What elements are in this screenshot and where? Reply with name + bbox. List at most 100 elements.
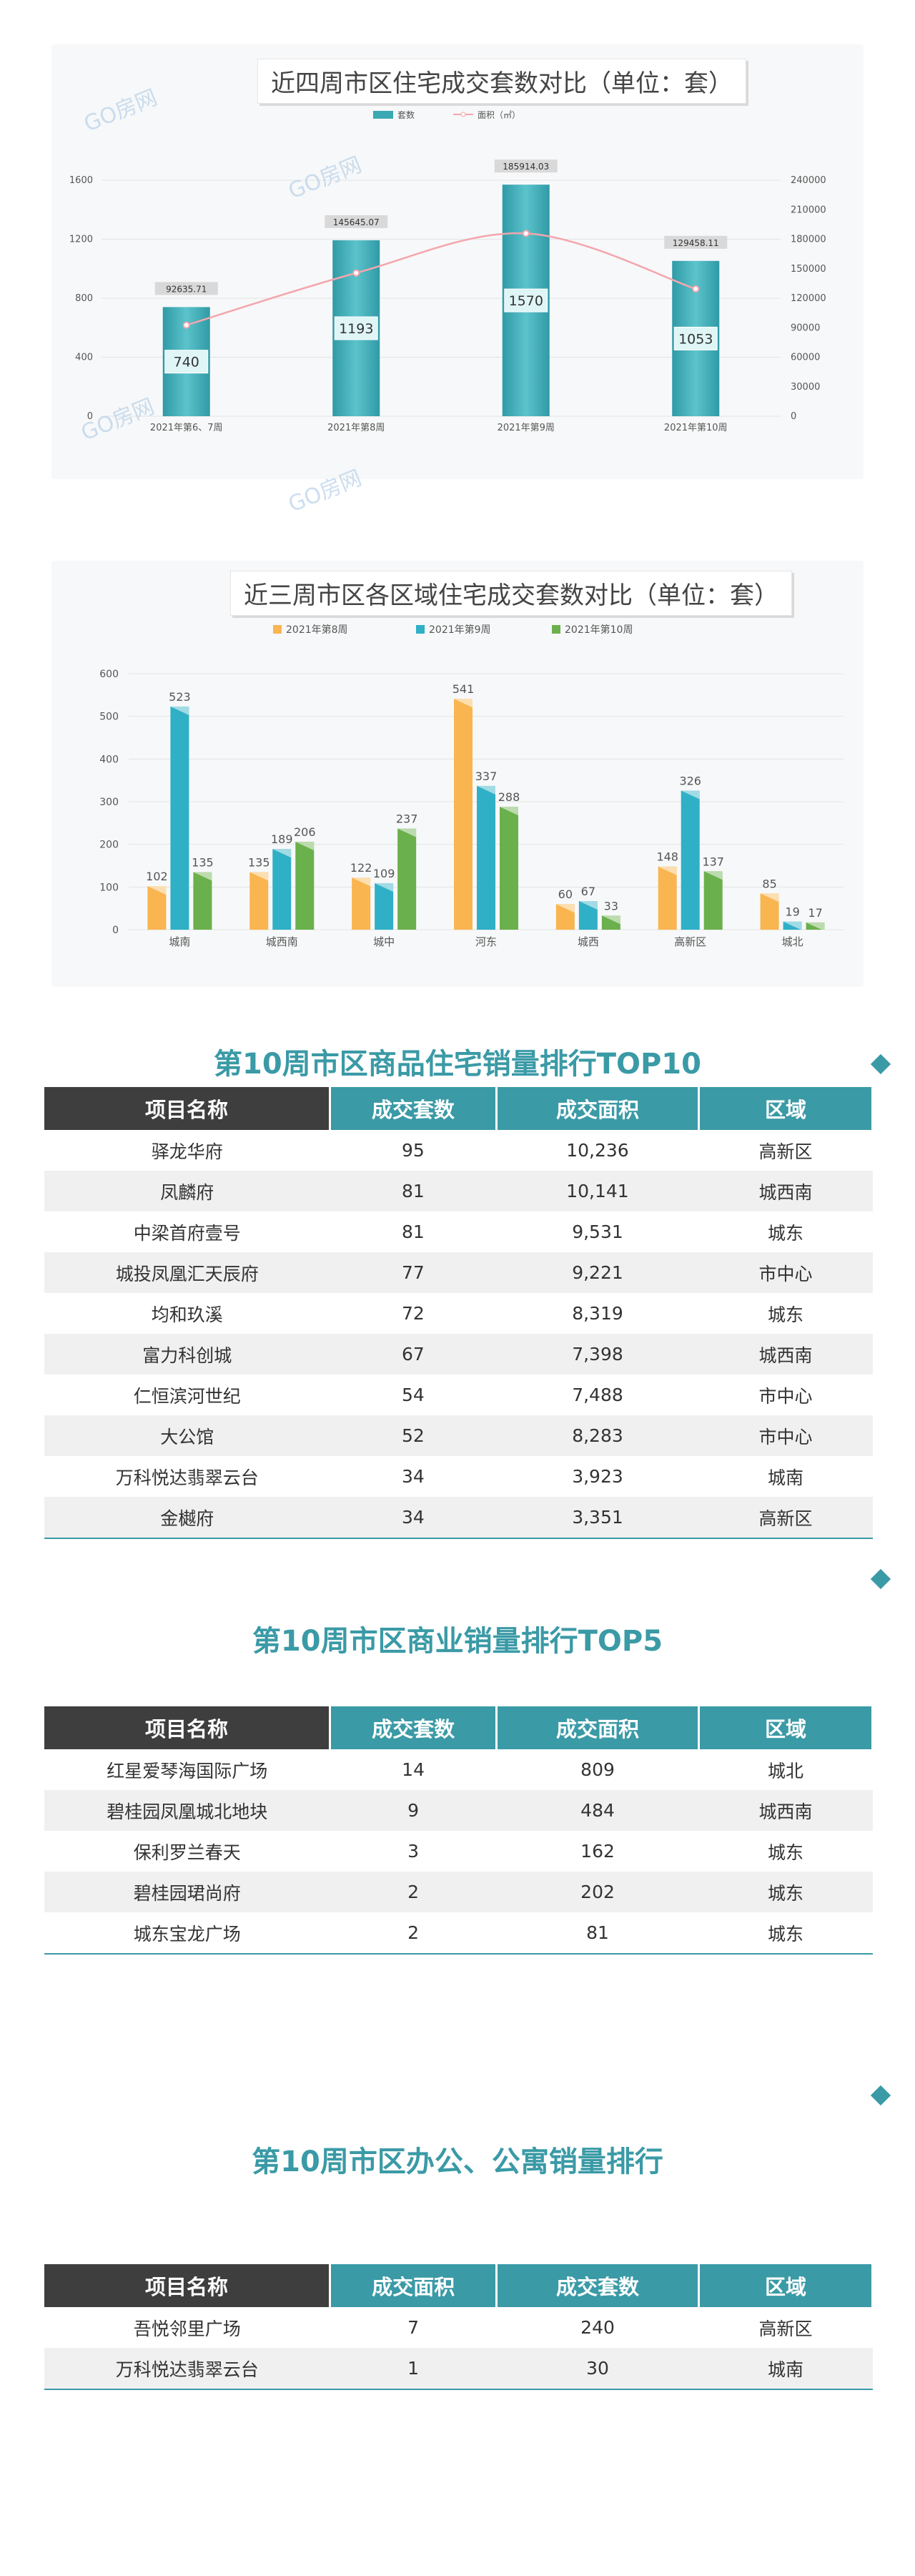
table-cell: 万科悦达翡翠云台	[115, 1467, 259, 1488]
table-cell: 8,283	[496, 1415, 699, 1456]
table-cell: 7,398	[496, 1334, 699, 1375]
table-cell: 城南	[768, 1467, 804, 1488]
data-label: 337	[475, 770, 498, 783]
line-value-label-box	[325, 215, 388, 228]
legend-marker	[460, 112, 466, 117]
table-cell: 万科悦达翡翠云台	[44, 2348, 330, 2389]
line-value-label: 92635.71	[166, 284, 207, 294]
bar-value-label-box	[504, 288, 548, 313]
table-cell: 240	[580, 2317, 615, 2338]
data-label: 148	[656, 850, 678, 864]
table-cell: 81	[330, 1171, 497, 1211]
data-label: 33	[604, 899, 618, 913]
bar-corner	[397, 828, 417, 837]
y-left-tick-label: 1200	[69, 235, 93, 245]
table-cell: 大公馆	[44, 1415, 330, 1456]
table-cell: 城东	[767, 1842, 803, 1863]
table-cell: 城东	[768, 1304, 804, 1325]
table-header-cell: 区域	[698, 1706, 874, 1749]
table-row: 驿龙华府 95 10,236 高新区	[44, 1130, 873, 1171]
y-left-tick-label: 0	[87, 411, 93, 422]
table-cell: 驿龙华府	[151, 1141, 223, 1162]
table-row: 仁恒滨河世纪 54 7,488 市中心	[44, 1375, 873, 1415]
bar-value-label-box	[164, 350, 209, 374]
table-cell: 金樾府	[44, 1497, 330, 1538]
table2-title: 第10周市区商业销量排行TOP5	[252, 1625, 663, 1658]
x-tick-label: 2021年第10周	[664, 423, 728, 433]
bar-corner	[170, 706, 189, 715]
data-label: 67	[581, 885, 595, 898]
table-cell: 城东宝龙广场	[133, 1923, 241, 1945]
bar	[375, 883, 394, 930]
x-tick-label: 2021年第9周	[498, 423, 555, 433]
table-cell: 34	[330, 1497, 497, 1538]
y-tick-label: 500	[99, 712, 119, 723]
table-header-cell: 成交套数	[330, 1087, 498, 1130]
table-cell: 市中心	[698, 1252, 873, 1293]
y-tick-label: 0	[112, 925, 119, 936]
data-label: 137	[702, 855, 724, 868]
table-cell: 14	[402, 1759, 425, 1780]
line-value-label-box	[494, 159, 558, 173]
data-label: 288	[498, 790, 520, 804]
table-cell: 52	[330, 1415, 497, 1456]
table-cell: 8,319	[572, 1303, 623, 1324]
bar	[147, 886, 167, 930]
table-row: 城投凤凰汇天辰府 77 9,221 市中心	[44, 1252, 873, 1293]
table-cell: 72	[402, 1303, 425, 1324]
table-cell: 77	[330, 1252, 497, 1293]
table-cell: 54	[402, 1385, 425, 1405]
table-header-cell: 区域	[698, 1087, 874, 1130]
data-label: 17	[808, 906, 822, 920]
y-left-tick-label: 1600	[69, 175, 93, 186]
line-point	[352, 269, 360, 277]
bar-value-label-box	[334, 316, 378, 340]
data-label: 102	[146, 870, 168, 883]
y-tick-label: 200	[99, 840, 119, 851]
y-right-tick-label: 60000	[791, 353, 820, 363]
table-cell: 红星爱琴海国际广场	[107, 1760, 268, 1781]
table-cell: 2	[330, 1872, 497, 1912]
table-cell: 67	[330, 1334, 497, 1375]
data-label: 237	[396, 812, 418, 826]
data-label: 135	[248, 855, 270, 869]
table-cell: 7,488	[572, 1385, 623, 1405]
table-cell: 吾悦邻里广场	[133, 2318, 241, 2339]
data-label: 109	[373, 867, 395, 880]
y-right-tick-label: 0	[791, 411, 796, 422]
table-cell: 城西南	[698, 1171, 873, 1211]
y-right-tick-label: 180000	[791, 235, 826, 245]
table-cell: 484	[496, 1790, 699, 1831]
x-tick-label: 城北	[782, 935, 803, 948]
legend-swatch-bar	[373, 111, 393, 119]
bar-corner	[658, 866, 677, 875]
bar-corner	[477, 785, 495, 795]
y-right-tick-label: 240000	[791, 175, 826, 186]
table-cell: 202	[496, 1872, 699, 1912]
data-label: 523	[169, 690, 191, 704]
data-label: 19	[785, 905, 799, 919]
area-line	[186, 232, 696, 326]
table-cell: 高新区	[758, 1141, 813, 1162]
bar-corner	[806, 922, 825, 931]
table-cell: 95	[402, 1140, 425, 1161]
bar	[477, 785, 495, 930]
line-point	[522, 230, 530, 237]
data-label: 189	[271, 832, 293, 846]
table-cell: 81	[402, 1221, 425, 1242]
table-cell: 10,141	[496, 1171, 699, 1211]
y-right-tick-label: 120000	[791, 293, 826, 304]
line-point	[182, 321, 190, 329]
table-row: 凤麟府 81 10,141 城西南	[44, 1171, 873, 1211]
x-tick-label: 城南	[169, 935, 190, 948]
y-right-tick-label: 150000	[791, 264, 826, 275]
data-label: 85	[762, 877, 776, 890]
y-tick-label: 600	[99, 669, 119, 680]
table-row: 万科悦达翡翠云台 34 3,923 城南	[44, 1456, 873, 1497]
bar	[193, 872, 212, 930]
bar-corner	[147, 886, 167, 895]
x-tick-label: 城西	[578, 935, 599, 948]
legend-label: 2021年第10周	[565, 624, 633, 636]
diamond-icon	[870, 2085, 891, 2106]
data-label: 541	[452, 682, 475, 696]
